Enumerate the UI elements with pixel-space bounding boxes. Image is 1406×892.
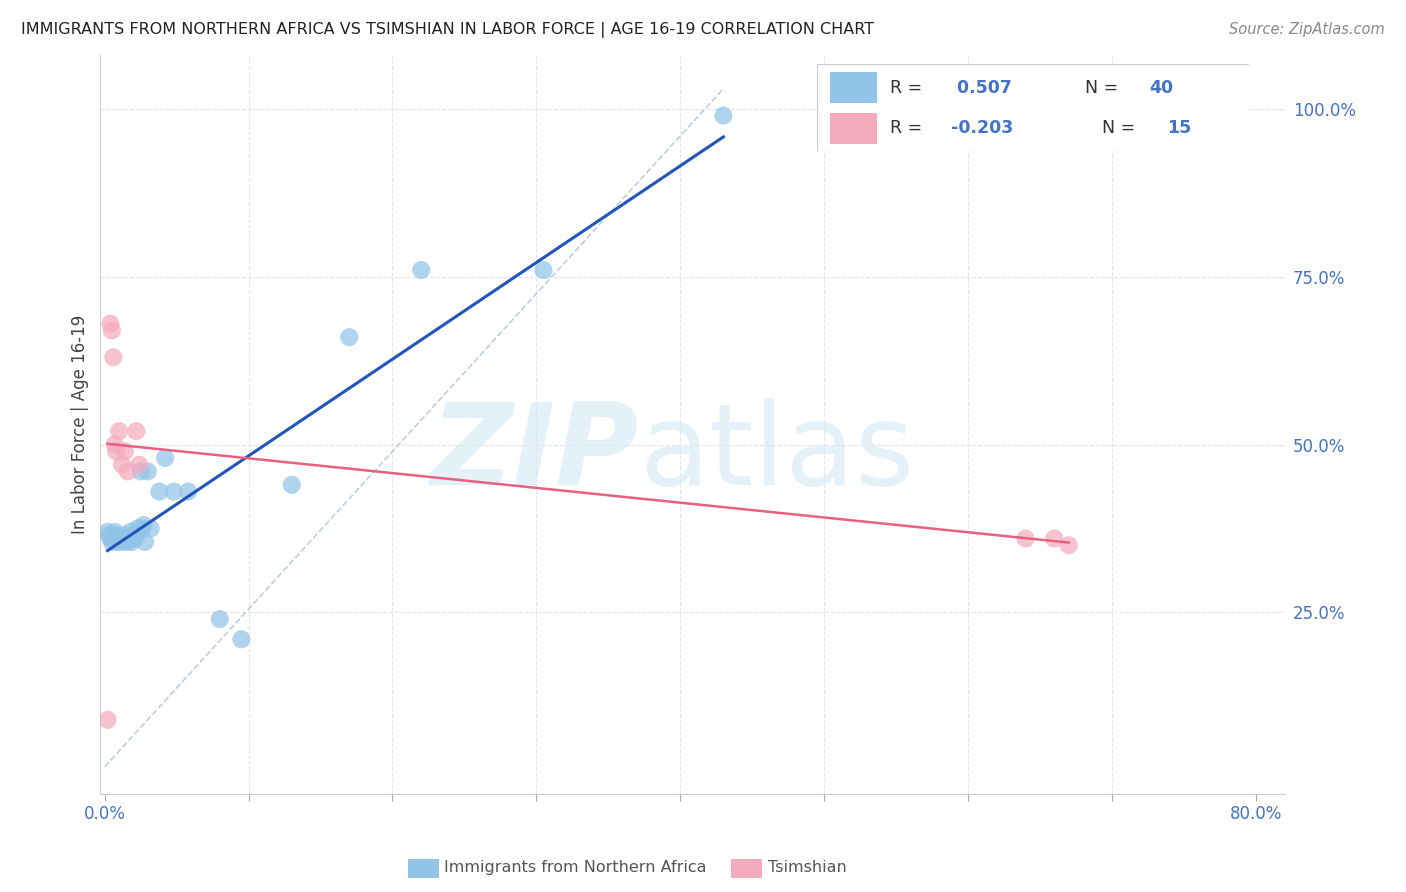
Point <box>177 484 200 499</box>
Point <box>101 323 124 337</box>
Point <box>120 524 142 539</box>
Point <box>111 458 134 472</box>
Text: Source: ZipAtlas.com: Source: ZipAtlas.com <box>1229 22 1385 37</box>
Point <box>280 478 302 492</box>
Point <box>122 532 145 546</box>
Point <box>533 263 555 277</box>
Point <box>128 524 150 539</box>
Point <box>96 524 118 539</box>
Text: Tsimshian: Tsimshian <box>768 861 846 875</box>
Point <box>108 535 131 549</box>
Point <box>108 424 131 438</box>
Point <box>134 535 156 549</box>
Text: ZIP: ZIP <box>430 399 640 509</box>
Point <box>127 521 149 535</box>
Point <box>129 464 152 478</box>
Y-axis label: In Labor Force | Age 16-19: In Labor Force | Age 16-19 <box>72 315 89 534</box>
Point <box>121 535 143 549</box>
Point <box>111 532 134 546</box>
Point <box>107 535 129 549</box>
Point <box>105 444 128 458</box>
Point <box>125 424 148 438</box>
Point <box>103 532 125 546</box>
Point <box>100 532 122 546</box>
Point <box>1014 532 1036 546</box>
Point <box>118 532 141 546</box>
Point <box>117 535 139 549</box>
Point <box>148 484 170 499</box>
Point <box>105 528 128 542</box>
Point <box>98 528 121 542</box>
Point <box>131 521 153 535</box>
Point <box>124 532 146 546</box>
Point <box>411 263 433 277</box>
Point <box>132 518 155 533</box>
Point <box>1043 532 1066 546</box>
Point <box>114 535 136 549</box>
Point <box>163 484 186 499</box>
Point <box>153 450 176 465</box>
Point <box>96 713 118 727</box>
Text: IMMIGRANTS FROM NORTHERN AFRICA VS TSIMSHIAN IN LABOR FORCE | AGE 16-19 CORRELAT: IMMIGRANTS FROM NORTHERN AFRICA VS TSIMS… <box>21 22 875 38</box>
Point <box>100 317 122 331</box>
Text: atlas: atlas <box>640 399 914 509</box>
Point <box>117 464 139 478</box>
Text: Immigrants from Northern Africa: Immigrants from Northern Africa <box>444 861 707 875</box>
Point <box>128 458 150 472</box>
Point <box>101 535 124 549</box>
Point <box>208 612 231 626</box>
Point <box>110 532 132 546</box>
Point <box>139 521 162 535</box>
Point <box>711 109 734 123</box>
Point <box>112 528 135 542</box>
Point <box>1057 538 1080 552</box>
Point <box>115 532 138 546</box>
Point <box>231 632 253 647</box>
Point <box>114 444 136 458</box>
Point <box>104 437 127 451</box>
Point <box>104 524 127 539</box>
Point <box>337 330 360 344</box>
Point <box>136 464 159 478</box>
Point <box>103 351 125 365</box>
Point <box>125 524 148 539</box>
